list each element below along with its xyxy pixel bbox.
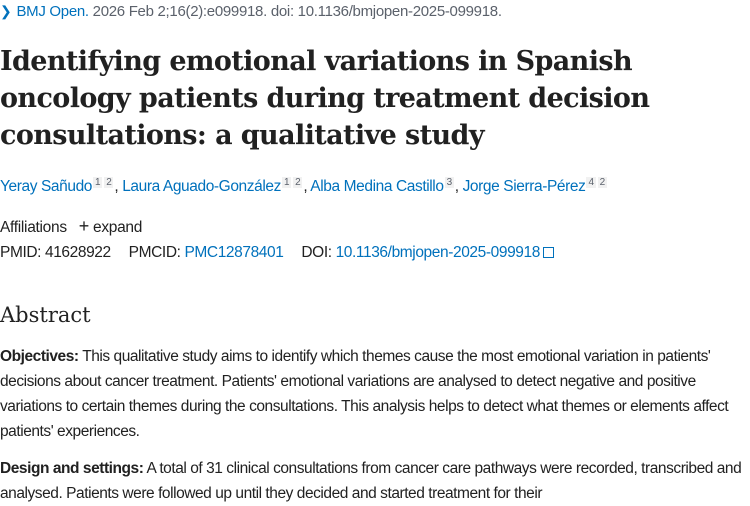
affiliation-ref[interactable]: 1 <box>93 177 103 188</box>
pmid-value: 41628922 <box>44 244 111 261</box>
affiliation-ref[interactable]: 2 <box>597 177 607 188</box>
affiliations-row: Affiliations + expand <box>0 216 142 237</box>
author-list: Yeray Sañudo 1 2, Laura Aguado-González 1 2,… <box>0 177 607 195</box>
affiliation-ref[interactable]: 2 <box>104 177 114 188</box>
affiliation-ref[interactable]: 2 <box>293 177 303 188</box>
author-link[interactable]: Yeray Sañudo <box>0 178 93 195</box>
abstract-objectives: Objectives: This qualitative study aims … <box>0 344 750 444</box>
author-link[interactable]: Jorge Sierra-Pérez <box>462 178 586 195</box>
expand-label: expand <box>93 219 143 236</box>
abstract-design: Design and settings: A total of 31 clini… <box>0 456 750 506</box>
pmid-label: PMID: <box>0 244 42 261</box>
citation-line: ❯ BMJ Open. 2026 Feb 2;16(2):e099918. doi… <box>0 3 502 20</box>
journal-link[interactable]: BMJ Open. <box>16 3 89 20</box>
pmcid-label: PMCID: <box>128 244 181 261</box>
affiliation-ref[interactable]: 4 <box>586 177 596 188</box>
author-link[interactable]: Laura Aguado-González <box>122 178 281 195</box>
section-label: Design and settings: <box>0 460 144 477</box>
external-link-icon[interactable] <box>542 247 554 258</box>
author-link[interactable]: Alba Medina Castillo <box>310 178 444 195</box>
section-label: Objectives: <box>0 348 79 365</box>
affiliation-ref[interactable]: 3 <box>444 177 454 188</box>
abstract-heading: Abstract <box>0 303 91 327</box>
section-text: A total of 31 clinical consultations fro… <box>0 460 742 502</box>
section-text: This qualitative study aims to identify … <box>0 348 729 440</box>
doi-label: DOI: <box>301 244 332 261</box>
plus-icon: + <box>78 216 90 236</box>
expand-affiliations-button[interactable]: + expand <box>78 216 143 236</box>
identifiers-row: PMID: 41628922 PMCID: PMC12878401 DOI: 1… <box>0 244 554 262</box>
citation-details: 2026 Feb 2;16(2):e099918. doi: 10.1136/b… <box>92 3 502 20</box>
affiliations-label: Affiliations <box>0 219 67 236</box>
doi-link[interactable]: 10.1136/bmjopen-2025-099918 <box>335 244 541 261</box>
article-title: Identifying emotional variations in Span… <box>0 46 650 151</box>
chevron-right-icon[interactable]: ❯ <box>0 3 12 19</box>
affiliation-ref[interactable]: 1 <box>281 177 292 188</box>
pmcid-link[interactable]: PMC12878401 <box>184 244 284 261</box>
